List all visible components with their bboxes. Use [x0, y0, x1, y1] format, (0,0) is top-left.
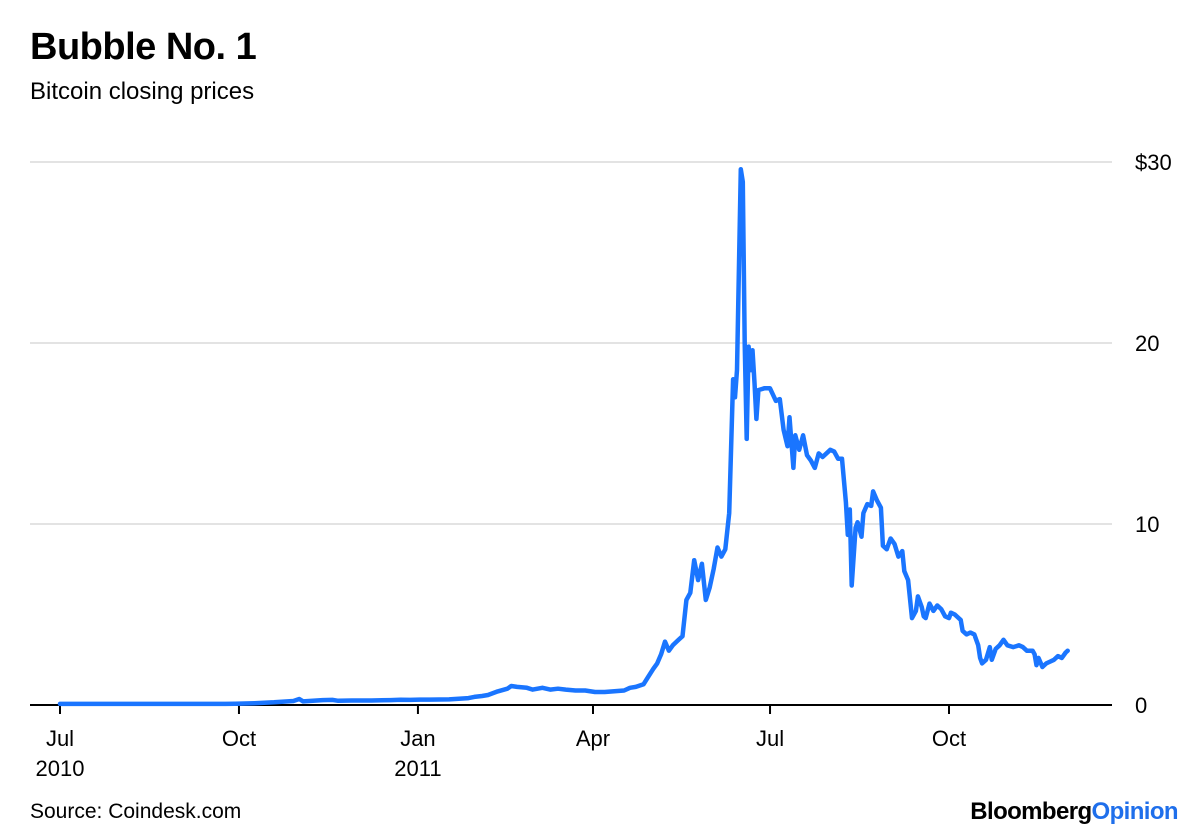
x-tick-label: Oct: [932, 726, 966, 751]
gridlines: [30, 161, 1112, 525]
x-tick-label: Jul: [46, 726, 74, 751]
x-tick-year-label: 2011: [394, 756, 441, 781]
y-tick-label: 20: [1135, 331, 1159, 356]
x-tick-label: Jul: [756, 726, 784, 751]
y-tick-label: $30: [1135, 150, 1172, 175]
source-note: Source: Coindesk.com: [30, 800, 242, 823]
x-tick-year-label: 2010: [36, 756, 85, 781]
brand-logo-part2: Opinion: [1091, 798, 1179, 825]
chart-title: Bubble No. 1: [30, 26, 257, 68]
series-line-bitcoin-price: [57, 166, 1070, 707]
x-tick-label: Oct: [222, 726, 256, 751]
x-tick-label: Jan: [400, 726, 435, 751]
brand-logo: BloombergOpinion: [970, 798, 1178, 826]
x-tick-label: Apr: [576, 726, 610, 751]
brand-logo-part1: Bloomberg: [970, 798, 1092, 825]
y-axis-labels: $30 20 10 0: [1135, 150, 1172, 718]
x-axis: Jul 2010 Oct Jan 2011 Apr Jul Oct: [30, 704, 1112, 781]
chart-subtitle: Bitcoin closing prices: [30, 78, 255, 105]
y-tick-label: 0: [1135, 693, 1147, 718]
series-layer: [57, 166, 1070, 707]
y-tick-label: 10: [1135, 512, 1159, 537]
